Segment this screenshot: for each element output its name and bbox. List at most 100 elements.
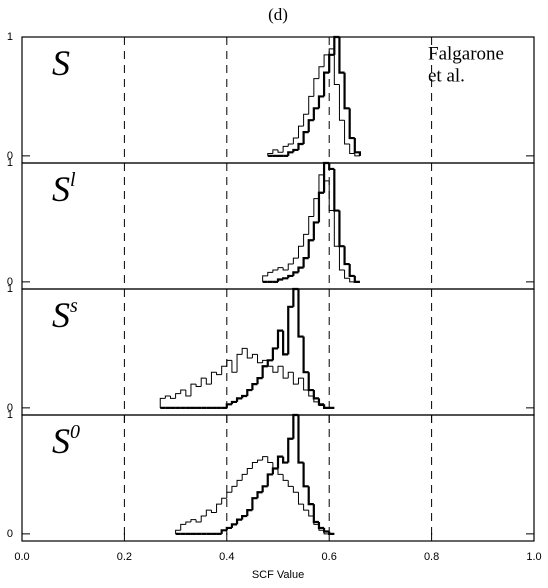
histogram-step	[297, 142, 304, 150]
histogram-step	[287, 437, 294, 463]
x-tick-label: 0.0	[14, 551, 29, 563]
panel-label-sup: 0	[70, 421, 80, 443]
histogram-step	[307, 239, 314, 259]
histogram-step	[235, 518, 243, 525]
panel-label: S0	[52, 421, 80, 462]
histogram-step	[266, 359, 273, 367]
histogram-step	[348, 108, 355, 140]
panel-label: Ss	[52, 295, 78, 336]
chart-title: (d)	[268, 5, 288, 24]
histogram-step	[159, 397, 166, 408]
histogram-step	[241, 394, 248, 399]
panel-frame	[21, 288, 535, 416]
histogram-step	[241, 473, 248, 481]
histogram-step	[287, 151, 294, 156]
histogram-step	[307, 372, 314, 392]
histogram-step	[312, 390, 319, 400]
panel-label: Sl	[52, 169, 76, 210]
panel-label-base: S	[52, 43, 70, 83]
histogram-step	[344, 120, 350, 145]
histogram-step	[210, 371, 217, 385]
histogram-step	[262, 275, 268, 282]
histogram-step	[312, 107, 319, 121]
histogram-step	[175, 393, 181, 399]
histogram-step	[221, 365, 227, 375]
histogram-step	[323, 530, 330, 535]
histogram-step	[231, 485, 238, 493]
histogram-step	[292, 372, 299, 385]
histogram-step	[344, 269, 350, 279]
histogram-step	[261, 365, 268, 379]
histogram-step	[287, 480, 294, 487]
histogram-step	[276, 455, 284, 469]
x-tick-label: 1.0	[526, 551, 541, 563]
histogram-step	[221, 497, 227, 505]
x-tick-label: 0.6	[322, 551, 337, 563]
histogram-step	[256, 377, 263, 385]
histogram-step	[328, 180, 335, 212]
histogram-step	[308, 215, 314, 235]
histogram-step	[262, 456, 268, 461]
histogram-step	[343, 246, 350, 266]
histogram-step	[333, 210, 340, 247]
y-tick-label: 0	[7, 150, 13, 162]
histogram-step	[297, 266, 304, 273]
panel-label-sup: l	[70, 169, 76, 191]
histogram-step	[195, 519, 202, 523]
histogram-step	[323, 174, 330, 182]
histogram-step	[292, 257, 299, 265]
x-tick-label: 0.4	[219, 551, 234, 563]
panel-label-sup: s	[70, 295, 78, 317]
histogram-step	[241, 514, 248, 520]
histogram-step	[323, 405, 330, 409]
histogram-step	[235, 397, 243, 402]
histogram-step	[272, 462, 278, 469]
histogram-step	[287, 371, 294, 379]
histogram-step	[257, 354, 263, 364]
histogram-step	[317, 191, 325, 223]
histogram-step	[312, 504, 319, 524]
histogram-step	[353, 275, 360, 283]
histogram-step	[185, 521, 191, 525]
histogram-step	[210, 510, 217, 513]
annotation: et al.	[428, 65, 465, 86]
histogram-step	[236, 479, 243, 487]
histogram-step	[287, 274, 294, 279]
y-tick-label: 0	[7, 402, 13, 414]
histogram-step	[246, 467, 253, 475]
histogram-step	[282, 145, 289, 153]
histogram-step	[226, 359, 232, 367]
histogram-step	[190, 383, 197, 396]
histogram-step	[333, 48, 340, 86]
histogram-step	[282, 330, 289, 356]
x-axis-label: SCF Value	[252, 569, 304, 581]
histogram-step	[292, 148, 299, 153]
histogram-step	[282, 456, 289, 464]
histogram-step	[231, 360, 238, 373]
histogram-step	[256, 491, 263, 499]
histogram-step	[225, 526, 232, 531]
histogram-step	[303, 233, 309, 247]
histogram-step	[267, 152, 273, 156]
histogram-step	[271, 467, 278, 475]
histogram-step	[195, 384, 202, 387]
histogram-step	[308, 510, 314, 517]
histogram-step	[216, 372, 222, 376]
histogram-step	[287, 143, 294, 147]
histogram-step	[307, 486, 314, 506]
histogram-step	[297, 415, 304, 464]
histogram-step	[175, 529, 181, 534]
histogram-step	[267, 271, 273, 276]
histogram-step	[354, 153, 360, 157]
histogram-step	[318, 524, 325, 531]
y-tick-label: 1	[7, 409, 13, 421]
histogram-step	[271, 347, 278, 361]
histogram-step	[297, 245, 304, 259]
histogram-step	[169, 395, 176, 399]
histogram-step	[200, 515, 207, 522]
y-tick-label: 0	[7, 528, 13, 540]
histogram-step	[205, 378, 212, 385]
histogram-step	[180, 389, 186, 394]
histogram-step	[272, 269, 278, 273]
panel-frame	[21, 414, 535, 542]
